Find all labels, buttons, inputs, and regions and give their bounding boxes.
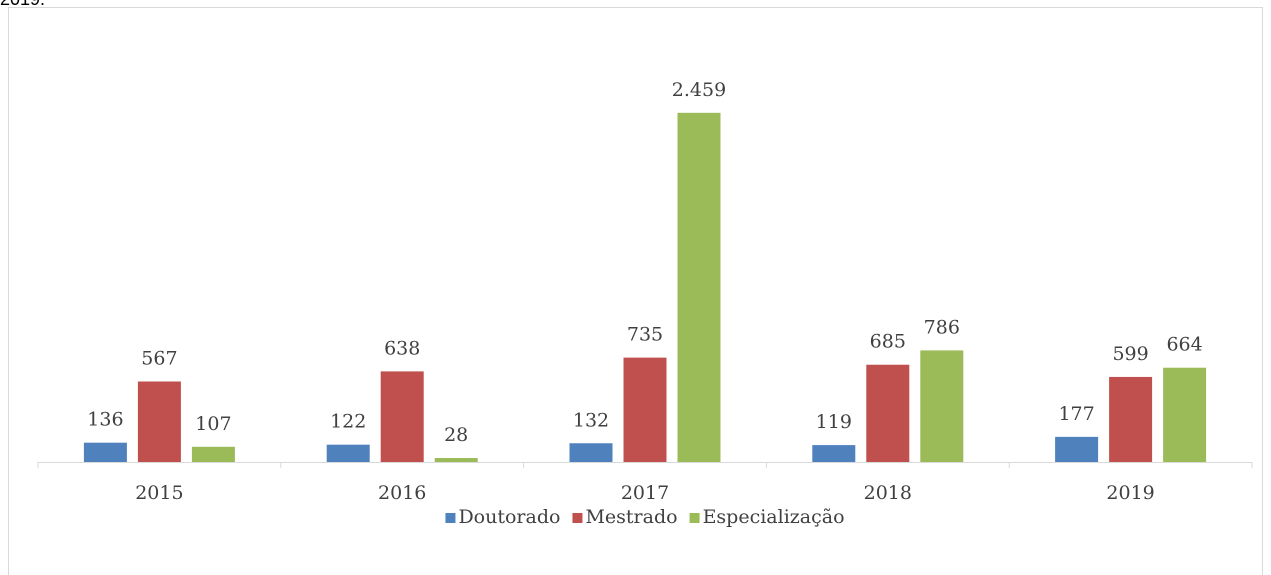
bar	[812, 445, 856, 462]
data-label: 107	[195, 413, 231, 435]
legend-swatch	[445, 513, 456, 523]
legend-label: Mestrado	[585, 506, 677, 528]
legend-label: Especialização	[703, 506, 845, 528]
x-tick-label: 2015	[135, 482, 183, 504]
data-label: 136	[87, 409, 123, 431]
legend-swatch	[572, 513, 583, 523]
data-label: 122	[330, 411, 366, 433]
bar	[434, 458, 478, 462]
bar	[380, 371, 424, 462]
legend: Doutorado Mestrado Especialização	[445, 506, 845, 528]
caption-fragment: 2019.	[0, 0, 45, 9]
data-label: 2.459	[672, 79, 726, 101]
bar	[1163, 367, 1207, 462]
legend-swatch	[689, 513, 700, 523]
bar	[677, 112, 721, 463]
bar	[326, 444, 370, 462]
data-label: 638	[384, 337, 420, 359]
data-label: 664	[1166, 334, 1202, 356]
data-label: 119	[816, 411, 852, 433]
data-label: 685	[870, 331, 906, 353]
data-label: 599	[1112, 343, 1148, 365]
bar	[83, 442, 127, 462]
data-label: 786	[924, 316, 960, 338]
bar	[623, 357, 667, 462]
bar	[137, 381, 181, 462]
data-label: 28	[444, 424, 468, 446]
bar	[920, 350, 964, 462]
bar	[866, 364, 910, 462]
data-label: 177	[1058, 403, 1094, 425]
bar	[1055, 436, 1099, 462]
x-tick-label: 2017	[621, 482, 669, 504]
legend-label: Doutorado	[458, 506, 560, 528]
data-label: 735	[627, 324, 663, 346]
bar	[1109, 376, 1153, 462]
bar	[191, 446, 235, 462]
data-label: 567	[141, 347, 177, 369]
x-tick-label: 2016	[378, 482, 426, 504]
chart-frame	[8, 7, 1263, 575]
bar	[569, 443, 613, 462]
x-tick-label: 2019	[1106, 482, 1154, 504]
data-label: 132	[573, 409, 609, 431]
x-tick-label: 2018	[864, 482, 912, 504]
